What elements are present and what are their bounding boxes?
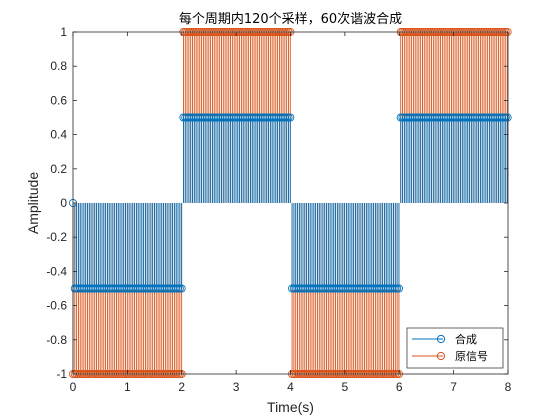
y-tick-label-1: -0.8	[46, 333, 67, 347]
y-tick-label-6: 0.2	[50, 162, 67, 176]
y-tick-label-10: 1	[60, 25, 67, 39]
x-axis-label: Time(s)	[267, 399, 314, 415]
y-tick-label-8: 0.6	[50, 93, 67, 107]
legend-entry-original: 原信号	[455, 350, 488, 363]
x-tick-label-0: 0	[70, 380, 77, 394]
x-tick-label-5: 5	[342, 380, 349, 394]
legend-entry-synth: 合成	[455, 332, 477, 346]
x-tick-label-4: 4	[287, 380, 294, 394]
chart-title: 每个周期内120个采样，60次谐波合成	[179, 11, 402, 27]
x-tick-label-2: 2	[178, 380, 185, 394]
x-tick-label-1: 1	[124, 380, 131, 394]
x-tick-label-8: 8	[505, 380, 512, 394]
legend: 合成 原信号	[407, 328, 503, 368]
y-tick-label-4: -0.2	[46, 230, 67, 244]
y-axis-label: Amplitude	[25, 172, 41, 234]
y-tick-label-2: -0.6	[46, 299, 67, 313]
x-tick-label-7: 7	[450, 380, 457, 394]
x-tick-label-6: 6	[396, 380, 403, 394]
y-tick-label-3: -0.4	[46, 264, 67, 278]
y-tick-label-7: 0.4	[50, 128, 67, 142]
y-tick-label-5: 0	[60, 196, 67, 210]
x-tick-label-3: 3	[233, 380, 240, 394]
y-tick-label-0: -1	[56, 367, 67, 381]
y-tick-label-9: 0.8	[50, 59, 67, 73]
